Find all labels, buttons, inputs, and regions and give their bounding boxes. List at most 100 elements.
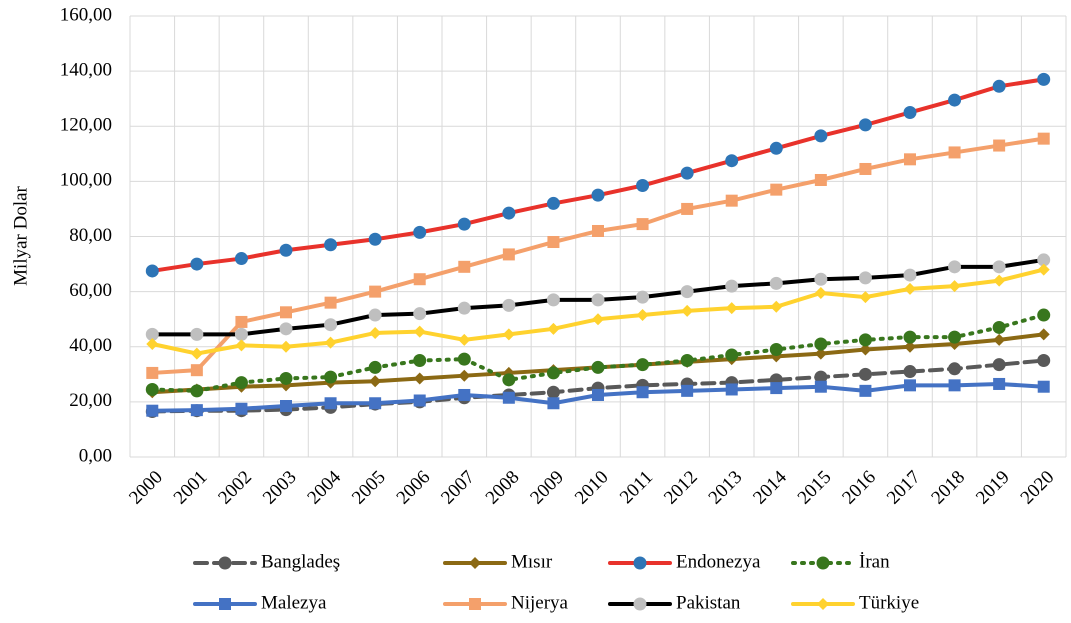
y-tick-label: 80,00 bbox=[69, 225, 112, 246]
marker bbox=[546, 366, 560, 380]
marker bbox=[636, 309, 649, 322]
marker bbox=[234, 252, 248, 266]
marker bbox=[458, 369, 471, 382]
marker bbox=[903, 268, 917, 282]
marker bbox=[235, 315, 248, 328]
marker bbox=[368, 232, 382, 246]
x-tick-label: 2000 bbox=[125, 467, 167, 509]
marker bbox=[458, 333, 471, 346]
y-tick-label: 160,00 bbox=[60, 4, 112, 25]
marker bbox=[280, 306, 292, 319]
marker bbox=[859, 343, 872, 356]
marker bbox=[190, 384, 204, 398]
legend-label: Mısır bbox=[511, 551, 553, 572]
marker bbox=[279, 322, 293, 336]
legend-item: Malezya bbox=[193, 592, 327, 613]
marker bbox=[725, 383, 738, 396]
legend-label: Pakistan bbox=[676, 592, 741, 613]
x-tick-label: 2009 bbox=[526, 467, 568, 509]
marker bbox=[458, 260, 471, 273]
marker bbox=[235, 339, 248, 352]
marker bbox=[769, 343, 783, 357]
marker bbox=[457, 217, 471, 231]
marker bbox=[904, 282, 916, 295]
marker bbox=[725, 279, 739, 293]
marker bbox=[859, 162, 872, 175]
marker bbox=[770, 300, 783, 313]
x-tick-label: 2015 bbox=[794, 467, 836, 509]
legend-label: İran bbox=[859, 551, 890, 572]
marker bbox=[904, 379, 916, 392]
marker bbox=[280, 340, 292, 353]
marker bbox=[858, 271, 872, 285]
marker bbox=[680, 354, 694, 368]
x-tick-label: 2019 bbox=[972, 467, 1014, 509]
marker bbox=[993, 333, 1006, 346]
marker bbox=[457, 352, 471, 366]
marker bbox=[1037, 354, 1051, 368]
marker bbox=[817, 598, 829, 610]
marker bbox=[592, 388, 604, 401]
marker bbox=[547, 236, 560, 249]
legend-item: İran bbox=[791, 551, 890, 572]
marker bbox=[769, 141, 783, 155]
marker bbox=[903, 330, 917, 344]
marker bbox=[992, 358, 1006, 372]
marker bbox=[145, 327, 159, 341]
marker bbox=[1037, 263, 1050, 276]
marker bbox=[948, 93, 962, 107]
marker bbox=[591, 360, 605, 374]
x-tick-label: 2011 bbox=[616, 467, 657, 508]
marker bbox=[592, 313, 604, 326]
marker bbox=[368, 308, 382, 322]
marker bbox=[1037, 253, 1051, 267]
marker bbox=[413, 354, 427, 368]
marker bbox=[993, 274, 1006, 287]
x-tick-label: 2014 bbox=[749, 466, 791, 508]
legend-label: Endonezya bbox=[676, 551, 761, 572]
x-tick-label: 2002 bbox=[214, 467, 256, 509]
marker bbox=[858, 367, 872, 381]
marker bbox=[681, 384, 694, 397]
marker bbox=[591, 188, 605, 202]
legend-item: Bangladeş bbox=[193, 551, 340, 572]
y-tick-label: 120,00 bbox=[60, 115, 112, 136]
series bbox=[146, 377, 1050, 417]
marker bbox=[814, 337, 828, 351]
marker bbox=[502, 298, 516, 312]
marker bbox=[992, 79, 1006, 93]
marker bbox=[814, 129, 828, 143]
marker bbox=[636, 386, 649, 399]
x-tick-label: 2005 bbox=[348, 467, 390, 509]
marker bbox=[769, 276, 783, 290]
marker bbox=[814, 370, 828, 384]
marker bbox=[680, 285, 694, 299]
marker bbox=[770, 183, 783, 196]
marker bbox=[234, 327, 248, 341]
marker bbox=[368, 360, 382, 374]
marker bbox=[457, 301, 471, 315]
marker bbox=[413, 394, 426, 407]
x-tick-label: 2007 bbox=[437, 467, 479, 509]
marker bbox=[993, 139, 1006, 152]
marker bbox=[859, 291, 872, 304]
x-tick-label: 2004 bbox=[303, 466, 345, 508]
marker bbox=[636, 179, 650, 193]
marker bbox=[948, 379, 961, 392]
x-tick-label: 2012 bbox=[660, 467, 702, 509]
marker bbox=[948, 280, 961, 293]
y-tick-label: 0,00 bbox=[79, 445, 112, 466]
legend-item: Pakistan bbox=[608, 592, 741, 613]
marker bbox=[1037, 132, 1050, 145]
marker bbox=[814, 380, 827, 393]
marker bbox=[547, 397, 560, 410]
marker bbox=[1037, 328, 1050, 341]
marker bbox=[546, 196, 560, 210]
legend-label: Bangladeş bbox=[261, 551, 340, 572]
marker bbox=[279, 243, 293, 257]
marker bbox=[948, 146, 961, 159]
x-tick-label: 2006 bbox=[393, 467, 435, 509]
marker bbox=[502, 391, 515, 404]
marker bbox=[369, 375, 382, 388]
